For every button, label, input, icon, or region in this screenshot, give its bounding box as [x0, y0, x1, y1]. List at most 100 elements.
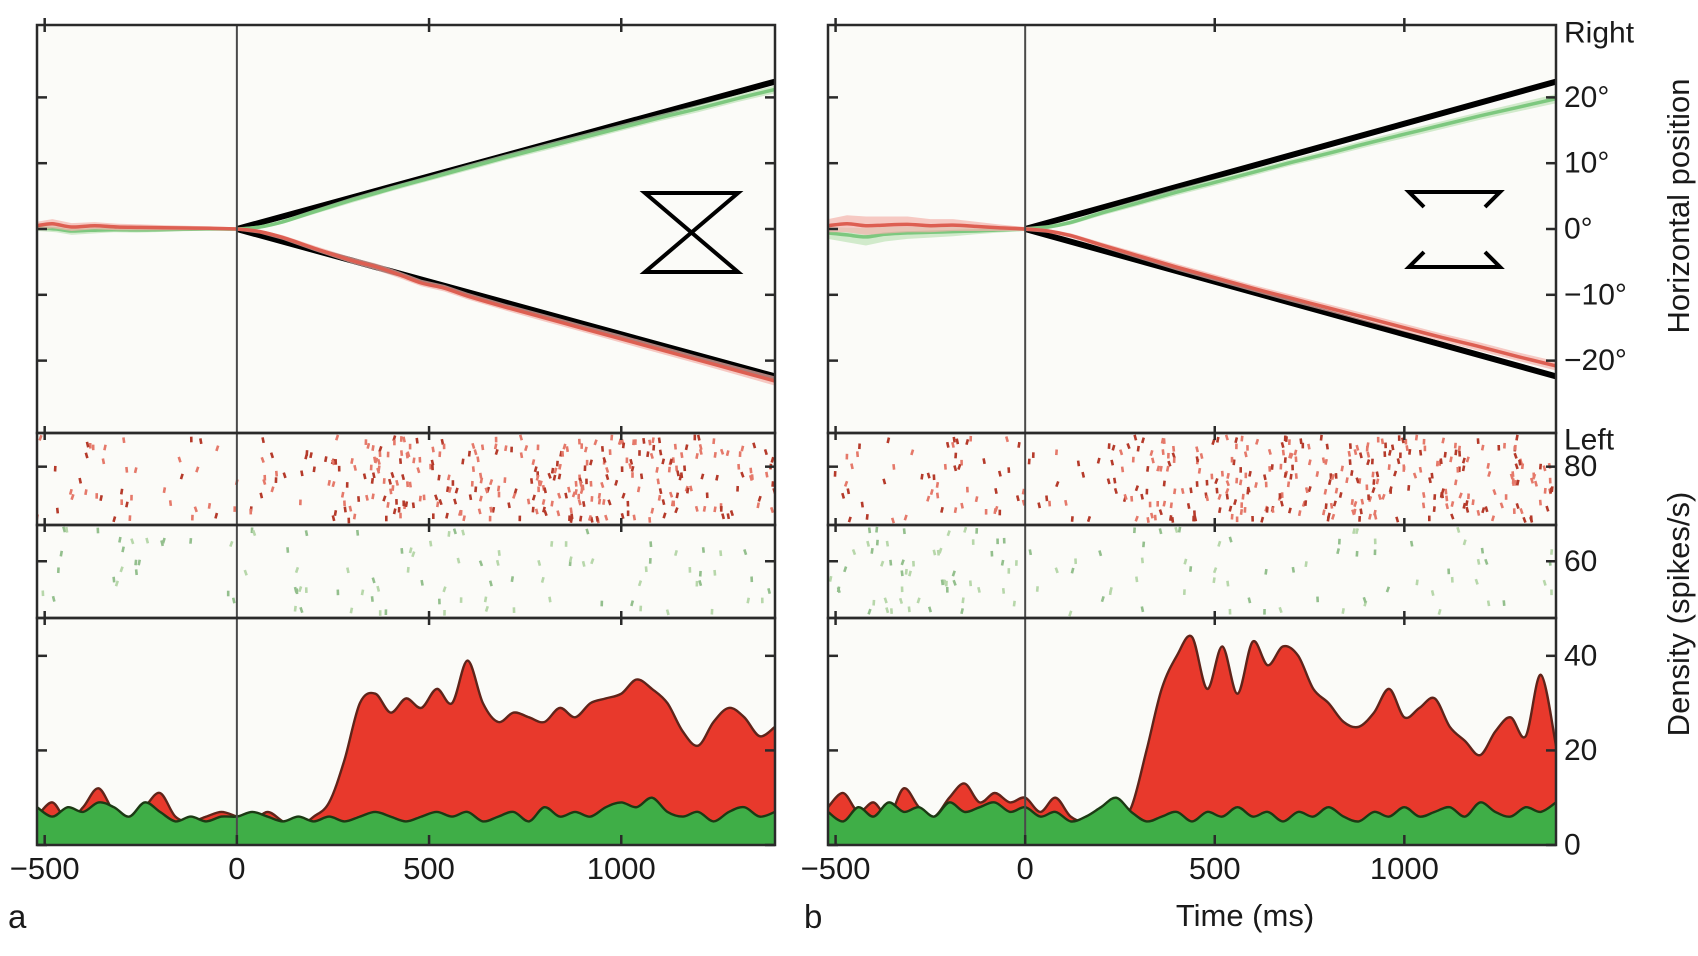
spike-dot: [263, 474, 267, 481]
spike-dot: [189, 436, 193, 443]
spike-dot: [68, 488, 73, 495]
x-tick-label: 0: [1017, 851, 1034, 886]
spike-dot: [920, 473, 924, 480]
spike-dot: [652, 444, 656, 451]
density-plot: [828, 634, 1556, 845]
spike-dot: [468, 494, 473, 501]
spike-dot: [875, 526, 879, 533]
panel-a: [35, 18, 777, 847]
spike-dot: [1293, 449, 1298, 456]
spike-dot: [649, 541, 653, 548]
spike-dot: [1307, 443, 1311, 450]
spike-dot: [1027, 458, 1031, 465]
spike-dot: [134, 569, 138, 576]
spike-dot: [1195, 481, 1199, 487]
spike-dot: [1064, 499, 1068, 506]
spike-dot: [374, 457, 379, 464]
spike-dot: [334, 459, 338, 465]
spike-dot: [478, 495, 483, 502]
spike-dot: [446, 474, 451, 481]
spike-dot: [767, 587, 772, 595]
spike-dot: [851, 549, 857, 556]
spike-dot: [96, 527, 100, 534]
spike-dot: [1529, 477, 1535, 484]
spike-dot: [352, 513, 357, 520]
spike-dot: [1347, 450, 1352, 457]
spike-dot: [713, 569, 717, 576]
density-tick-label: 20: [1564, 734, 1597, 767]
spike-dot: [416, 467, 421, 474]
spike-dot: [929, 488, 934, 496]
spike-dot: [1336, 548, 1341, 555]
spike-dot: [903, 514, 908, 521]
subpanel-bg: [828, 525, 1556, 618]
spike-dot: [1334, 473, 1338, 479]
spike-dot: [112, 516, 117, 523]
spike-dot: [1294, 456, 1298, 463]
spike-dot: [400, 450, 404, 457]
spike-dot: [935, 481, 940, 488]
spike-dot: [411, 551, 416, 558]
spike-dot: [740, 471, 745, 478]
density-red-outline: [37, 659, 775, 828]
spike-dot: [438, 451, 442, 458]
spike-dot: [526, 498, 531, 505]
spike-dot: [1433, 494, 1437, 500]
spike-dot: [1267, 448, 1272, 455]
spike-dot: [927, 606, 933, 613]
spike-dot: [756, 502, 760, 509]
position-tick-label: 20°: [1564, 81, 1609, 114]
spike-dot: [661, 499, 666, 506]
spike-dot: [1399, 452, 1402, 459]
spike-dot: [1068, 610, 1073, 617]
spike-dot: [420, 579, 424, 586]
spike-dot: [1255, 438, 1260, 445]
spike-dot: [577, 493, 581, 500]
spike-dot: [160, 540, 165, 547]
spike-dot: [378, 445, 383, 453]
spike-dot: [371, 493, 375, 500]
spike-dot: [1287, 439, 1291, 445]
spike-dot: [334, 434, 340, 441]
spike-dot: [1110, 459, 1115, 466]
spike-dot: [639, 605, 643, 612]
density-tick-label: 40: [1564, 639, 1597, 672]
spike-dot: [1376, 436, 1380, 443]
spike-dot: [1193, 515, 1198, 522]
subpanel-bg: [828, 433, 1556, 525]
spike-dot: [1428, 477, 1432, 484]
spike-dot: [1440, 492, 1445, 499]
spike-dot: [1480, 547, 1485, 554]
target-line-lower: [1024, 226, 1556, 380]
spike-dot: [179, 473, 184, 480]
spike-dot: [1271, 507, 1275, 513]
spike-dot: [88, 442, 92, 449]
spike-dot: [1404, 438, 1408, 445]
spike-dot: [447, 530, 451, 537]
spike-dot: [336, 589, 340, 596]
spike-dot: [1371, 471, 1375, 478]
spike-dot: [1233, 499, 1238, 506]
spike-dot: [990, 550, 994, 557]
spike-dot: [1407, 484, 1411, 491]
spike-dot: [960, 502, 964, 509]
spike-dot: [953, 507, 958, 514]
spike-dot: [1283, 435, 1287, 442]
spike-dot: [1291, 464, 1294, 471]
spike-dot: [435, 501, 440, 508]
spike-dot: [932, 549, 937, 556]
density-red-fill: [37, 660, 775, 845]
spike-dot: [462, 515, 466, 522]
spike-dot: [655, 466, 659, 473]
spike-dot: [621, 442, 626, 449]
spike-dot: [953, 465, 958, 472]
spike-dot: [1550, 589, 1553, 596]
spike-dot: [130, 494, 133, 501]
spike-dot: [1375, 478, 1380, 485]
spike-dot: [1548, 477, 1552, 484]
spike-dot: [428, 540, 433, 547]
spike-dot: [1421, 502, 1426, 509]
spike-dot: [467, 450, 471, 457]
spike-dot: [630, 600, 635, 607]
spike-dot: [370, 477, 375, 484]
